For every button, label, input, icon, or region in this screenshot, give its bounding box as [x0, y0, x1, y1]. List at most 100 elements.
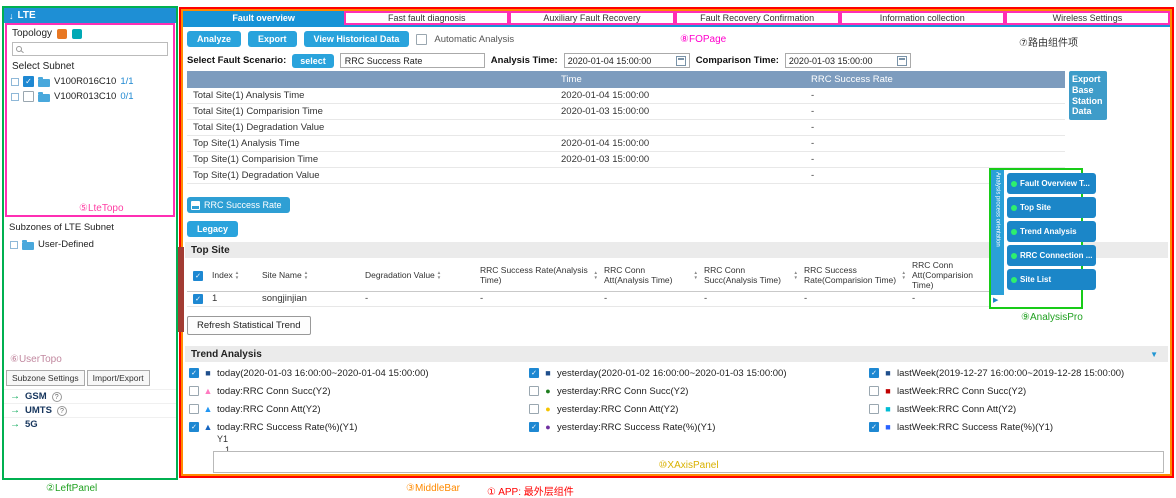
- help-icon[interactable]: ?: [51, 391, 62, 402]
- comparison-time-picker[interactable]: 2020-01-03 15:00:00: [784, 53, 911, 68]
- tab-subzone-settings[interactable]: Subzone Settings: [6, 370, 85, 386]
- subnet-checkbox[interactable]: [23, 91, 34, 102]
- tree-expander-icon[interactable]: [11, 77, 19, 86]
- top-site-title: Top Site: [191, 244, 230, 256]
- network-item-gsm[interactable]: GSM ?: [4, 389, 176, 403]
- subnet-tree-item[interactable]: V100R013C10 0/1: [7, 89, 173, 104]
- automatic-analysis-label: Automatic Analysis: [434, 33, 515, 45]
- legend-checkbox[interactable]: [529, 422, 539, 432]
- tree-expander-icon[interactable]: [10, 240, 18, 249]
- sort-icon[interactable]: [304, 271, 308, 280]
- table-row[interactable]: 1 songjinjian - - - - - -: [187, 292, 1005, 308]
- nav-rrc-connection-button[interactable]: RRC Connection ...: [1007, 245, 1097, 266]
- sort-icon[interactable]: [902, 271, 906, 280]
- legend-item: ■lastWeek:RRC Success Rate(%)(Y1): [869, 418, 1176, 436]
- tab-fault-overview[interactable]: Fault overview: [183, 11, 345, 25]
- fault-scenario-input[interactable]: [339, 53, 485, 68]
- panel-splitter[interactable]: [178, 247, 184, 332]
- select-scenario-button[interactable]: select: [292, 53, 334, 68]
- export-button[interactable]: Export: [248, 31, 297, 47]
- legend-checkbox[interactable]: [869, 386, 879, 396]
- left-panel-bottom-tabs: Subzone Settings Import/Export: [6, 370, 150, 386]
- topology-refresh-icon[interactable]: [72, 28, 83, 39]
- arrow-icon: [10, 419, 20, 430]
- left-panel: LTE Topology Select Subnet V100R016C10 1…: [2, 6, 178, 480]
- legend-checkbox[interactable]: [869, 422, 879, 432]
- nav-site-list-button[interactable]: Site List: [1007, 269, 1097, 290]
- legend-checkbox[interactable]: [529, 386, 539, 396]
- sort-icon[interactable]: [235, 271, 239, 280]
- legend-column: ■lastWeek(2019-12-27 16:00:00~2019-12-28…: [869, 364, 1176, 436]
- refresh-statistical-trend-button[interactable]: Refresh Statistical Trend: [187, 316, 311, 335]
- user-defined-tree-item[interactable]: User-Defined: [6, 237, 98, 252]
- legend-checkbox[interactable]: [869, 404, 879, 414]
- kpi-icon: [191, 200, 200, 210]
- calendar-icon[interactable]: [896, 55, 907, 66]
- calendar-icon[interactable]: [675, 55, 686, 66]
- legend-checkbox[interactable]: [869, 368, 879, 378]
- table-row: Total Site(1) Analysis Time 2020-01-04 1…: [187, 88, 1065, 104]
- sort-icon[interactable]: [694, 271, 698, 280]
- top-site-table: Index Site Name Degradation Value RRC Su…: [187, 260, 1005, 308]
- tab-fault-recovery-confirmation[interactable]: Fault Recovery Confirmation: [674, 11, 840, 25]
- help-icon[interactable]: ?: [56, 405, 67, 416]
- subnet-tree-item[interactable]: V100R016C10 1/1: [7, 74, 173, 89]
- network-item-5g[interactable]: 5G: [4, 417, 176, 431]
- automatic-analysis-checkbox[interactable]: [416, 33, 428, 45]
- legend-checkbox[interactable]: [189, 368, 199, 378]
- analysis-time-picker[interactable]: 2020-01-04 15:00:00: [563, 53, 690, 68]
- arrow-icon: [10, 391, 20, 402]
- tab-information-collection[interactable]: Information collection: [839, 11, 1005, 25]
- tab-auxiliary-fault-recovery[interactable]: Auxiliary Fault Recovery: [509, 11, 675, 25]
- topology-search-input[interactable]: [25, 43, 164, 55]
- sort-icon[interactable]: [437, 271, 441, 280]
- row-checkbox[interactable]: [193, 294, 203, 305]
- tab-fast-fault-diagnosis[interactable]: Fast fault diagnosis: [344, 11, 510, 25]
- collapse-icon[interactable]: [1150, 350, 1158, 359]
- sort-icon[interactable]: [794, 271, 798, 280]
- user-defined-label: User-Defined: [38, 239, 94, 250]
- legend-checkbox[interactable]: [189, 386, 199, 396]
- table-row: Top Site(1) Degradation Value -: [187, 168, 1065, 184]
- legend-checkbox[interactable]: [189, 404, 199, 414]
- rrc-success-rate-tag[interactable]: RRC Success Rate: [187, 197, 290, 213]
- network-item-umts[interactable]: UMTS ?: [4, 403, 176, 417]
- legend-item: ■ lastWeek:RRC Conn Succ(Y2): [869, 382, 1176, 400]
- export-base-station-data-button[interactable]: Export Base Station Data: [1069, 71, 1107, 121]
- main-content-area: Fault overview Fast fault diagnosis Auxi…: [181, 9, 1172, 476]
- nav-top-site-button[interactable]: Top Site: [1007, 197, 1097, 218]
- trend-chart: ⑩XAxisPanel: [213, 451, 1164, 473]
- tree-expander-icon[interactable]: [11, 92, 19, 101]
- legend-item: ■yesterday(2020-01-02 16:00:00~2020-01-0…: [529, 364, 867, 382]
- series-marker-icon: ●: [545, 422, 551, 432]
- left-panel-annotation: ②LeftPanel: [46, 483, 98, 494]
- route-item-annotation: ⑦路由组件项: [1019, 38, 1078, 49]
- legend-column: ■today(2020-01-03 16:00:00~2020-01-04 15…: [189, 364, 527, 436]
- sort-icon[interactable]: [594, 271, 598, 280]
- subnet-checkbox[interactable]: [23, 76, 34, 87]
- analyze-button[interactable]: Analyze: [187, 31, 242, 47]
- down-arrow-icon: [9, 11, 14, 21]
- tab-wireless-settings[interactable]: Wireless Settings: [1004, 11, 1171, 25]
- tab-import-export[interactable]: Import/Export: [86, 370, 150, 386]
- nav-fault-overview-button[interactable]: Fault Overview T...: [1007, 173, 1097, 194]
- analysis-process-strip[interactable]: Analysis process orientation: [991, 170, 1004, 307]
- legacy-button[interactable]: Legacy: [187, 221, 239, 237]
- table-row: Total Site(1) Degradation Value -: [187, 120, 1065, 136]
- panel-collapse-icon[interactable]: [991, 295, 1004, 307]
- legend-checkbox[interactable]: [189, 422, 199, 432]
- topology-tool-icon[interactable]: [57, 28, 68, 39]
- select-all-checkbox[interactable]: [193, 270, 203, 281]
- arrow-icon: [10, 405, 20, 416]
- table-row: Top Site(1) Comparision Time 2020-01-03 …: [187, 152, 1065, 168]
- legend-checkbox[interactable]: [529, 368, 539, 378]
- lte-panel-header[interactable]: LTE: [4, 8, 176, 23]
- subnet-count: 1/1: [120, 76, 134, 87]
- view-historical-data-button[interactable]: View Historical Data: [303, 31, 410, 47]
- nav-trend-analysis-button[interactable]: Trend Analysis: [1007, 221, 1097, 242]
- legend-checkbox[interactable]: [529, 404, 539, 414]
- topology-search-box[interactable]: [12, 42, 168, 56]
- legend-item: ● yesterday:RRC Conn Att(Y2): [529, 400, 867, 418]
- subnet-name: V100R013C10: [54, 91, 117, 102]
- series-marker-icon: ●: [545, 404, 551, 414]
